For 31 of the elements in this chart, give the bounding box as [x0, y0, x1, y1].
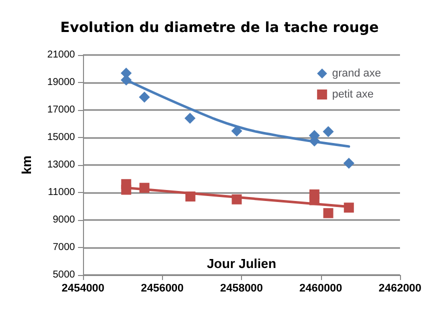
- y-tick-label: 15000: [47, 132, 76, 143]
- x-tick-label: 2460000: [299, 282, 342, 294]
- point: [343, 158, 354, 169]
- point: [138, 92, 150, 103]
- legend-label: petit axe: [332, 88, 374, 100]
- point: [121, 184, 132, 195]
- x-tick-label: 2454000: [62, 282, 104, 294]
- point: [139, 182, 150, 193]
- point: [232, 194, 242, 204]
- point: [309, 195, 320, 206]
- y-axis-title: km: [19, 156, 34, 174]
- point: [322, 126, 334, 138]
- x-tick-label: 2462000: [378, 282, 422, 294]
- y-tick-label: 7000: [52, 242, 76, 253]
- y-tick-label: 5000: [52, 270, 76, 280]
- y-tick-label: 9000: [52, 214, 76, 226]
- y-tick-label: 13000: [47, 160, 76, 170]
- y-tick-label: 19000: [47, 77, 76, 88]
- point: [184, 112, 196, 124]
- chart-title: Evolution du diametre de la tache rouge: [60, 20, 379, 36]
- y-tick-label: 11000: [48, 187, 76, 198]
- point: [185, 191, 196, 202]
- y-tick-label: 21000: [47, 50, 76, 60]
- point: [344, 202, 354, 213]
- x-tick-label: 2458000: [220, 282, 263, 294]
- y-tick-label: 17000: [47, 104, 76, 116]
- legend-label: grand axe: [332, 68, 382, 80]
- x-tick-label: 2456000: [140, 282, 184, 294]
- point: [323, 208, 334, 218]
- point: [231, 126, 242, 137]
- x-axis-title: Jour Julien: [206, 256, 276, 271]
